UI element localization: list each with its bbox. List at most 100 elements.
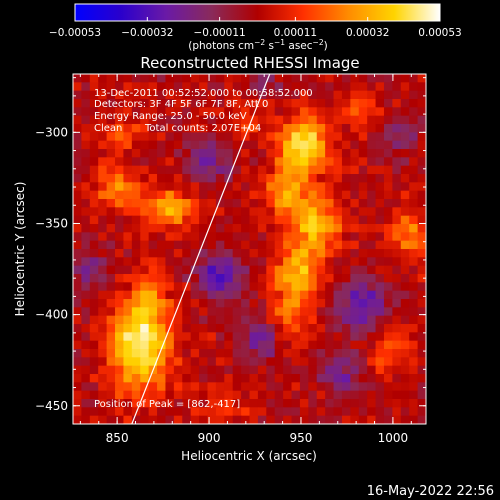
heatmap-cell [131, 390, 141, 400]
heatmap-cell [417, 82, 426, 92]
heatmap-cell [375, 282, 385, 292]
heatmap-cell [417, 365, 426, 375]
heatmap-cell [316, 265, 326, 275]
heatmap-cell [257, 265, 267, 275]
heatmap-cell [367, 224, 377, 233]
annotation-total-counts: Total counts: 2.07E+04 [144, 123, 261, 134]
heatmap-cell [291, 340, 301, 350]
heatmap-cell [350, 274, 360, 283]
heatmap-cell [291, 132, 301, 142]
heatmap-cell [400, 215, 410, 225]
heatmap-cell [341, 324, 351, 333]
heatmap-cell [81, 124, 91, 133]
heatmap-cell [274, 240, 284, 250]
heatmap-cell [173, 115, 183, 125]
heatmap-cell [140, 282, 150, 292]
heatmap-cell [358, 415, 368, 424]
heatmap-cell [215, 182, 225, 192]
heatmap-cell [367, 307, 377, 317]
heatmap-cell [417, 74, 426, 83]
heatmap-cell [350, 190, 360, 200]
heatmap-cell [266, 282, 276, 292]
heatmap-cell [417, 99, 426, 108]
heatmap-cell [199, 90, 209, 100]
heatmap-cell [115, 199, 125, 208]
heatmap-cell [367, 182, 377, 192]
heatmap-cell [266, 274, 276, 283]
heatmap-cell [392, 282, 402, 292]
heatmap-cell [350, 390, 360, 400]
heatmap-cell [392, 415, 402, 424]
heatmap-cell [215, 190, 225, 200]
heatmap-cell [341, 265, 351, 275]
heatmap-cell [274, 307, 284, 317]
heatmap-cell [190, 290, 200, 300]
heatmap-cell [106, 215, 116, 225]
heatmap-cell [199, 390, 209, 400]
heatmap-cell [283, 224, 293, 233]
heatmap-cell [417, 249, 426, 258]
heatmap-cell [291, 307, 301, 317]
heatmap-cell [409, 115, 419, 125]
heatmap-cell [409, 349, 419, 358]
heatmap-cell [257, 357, 267, 367]
colorbar-unit-label: (photons cm−2 s−1 asec−2) [188, 38, 327, 52]
heatmap-cell [400, 240, 410, 250]
heatmap-cell [358, 274, 368, 283]
heatmap-cell [190, 382, 200, 392]
heatmap-cell [341, 207, 351, 217]
y-tick-label: −300 [35, 125, 68, 139]
heatmap-cell [417, 224, 426, 233]
heatmap-cell [165, 115, 175, 125]
heatmap-cell [325, 307, 335, 317]
heatmap-cell [341, 299, 351, 308]
heatmap-cell [350, 340, 360, 350]
heatmap-cell [392, 199, 402, 208]
heatmap-cell [131, 90, 141, 100]
heatmap-cell [417, 282, 426, 292]
heatmap-cell [232, 199, 242, 208]
heatmap-cell [224, 265, 234, 275]
heatmap-cell [274, 390, 284, 400]
heatmap-cell [148, 315, 158, 325]
heatmap-cell [299, 290, 309, 300]
heatmap-cell [199, 190, 209, 200]
heatmap-cell [241, 407, 251, 417]
heatmap-cell [308, 240, 318, 250]
heatmap-cell [257, 315, 267, 325]
heatmap-cell [257, 232, 267, 242]
heatmap-cell [207, 240, 217, 250]
heatmap-cell [341, 290, 351, 300]
heatmap-cell [417, 332, 426, 342]
heatmap-cell [333, 240, 343, 250]
heatmap-cell [157, 349, 167, 358]
heatmap-cell [89, 374, 99, 383]
colorbar-ticks: −0.00053 −0.00032 −0.00011 0.00011 0.00032 0.… [49, 17, 462, 39]
heatmap-cell [215, 107, 225, 117]
heatmap-cell [375, 207, 385, 217]
heatmap-cell [333, 207, 343, 217]
heatmap-cell [89, 340, 99, 350]
heatmap-cell [241, 232, 251, 242]
heatmap-cell [207, 324, 217, 333]
heatmap-cell [350, 365, 360, 375]
heatmap-cell [123, 107, 133, 117]
heatmap-cell [224, 290, 234, 300]
heatmap-cell [73, 124, 82, 133]
heatmap-cell [249, 349, 259, 358]
heatmap-cell [157, 324, 167, 333]
heatmap-cell [241, 182, 251, 192]
heatmap-cell [182, 365, 192, 375]
heatmap-cell [199, 99, 209, 108]
heatmap-cell [157, 207, 167, 217]
heatmap-cell [266, 182, 276, 192]
heatmap-cell [358, 115, 368, 125]
heatmap-cell [148, 107, 158, 117]
heatmap-cell [140, 357, 150, 367]
heatmap-cell [207, 407, 217, 417]
heatmap-cell [173, 90, 183, 100]
heatmap-cell [81, 290, 91, 300]
heatmap-cell [283, 190, 293, 200]
heatmap-cell [249, 390, 259, 400]
heatmap-cell [215, 415, 225, 424]
